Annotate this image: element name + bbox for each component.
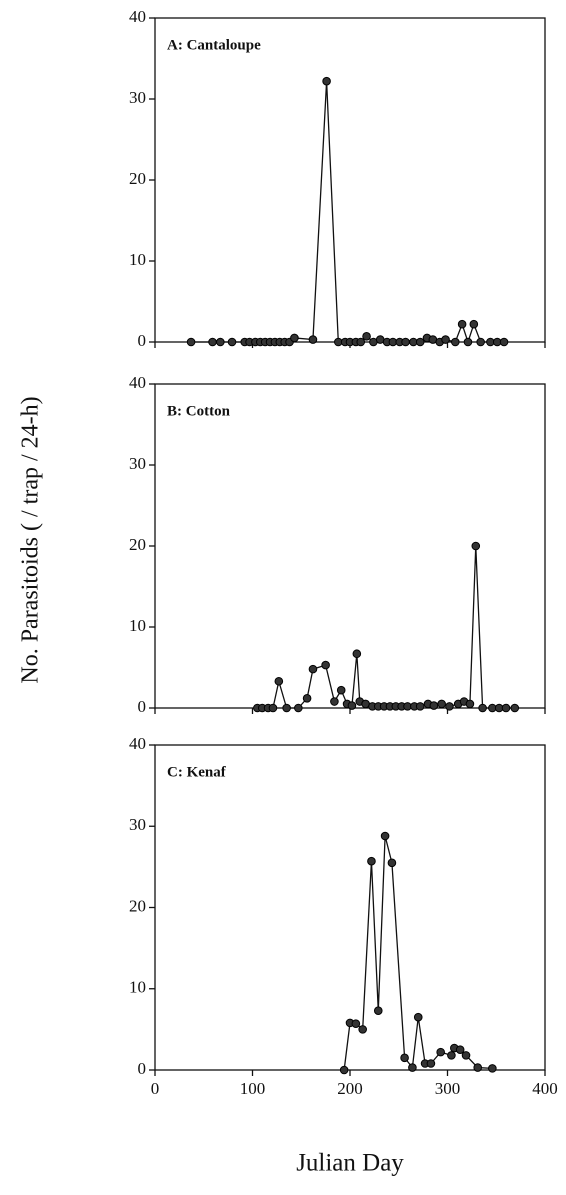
data-point <box>415 337 425 347</box>
x-tick-label: 400 <box>532 1079 558 1098</box>
data-point <box>321 660 330 670</box>
data-point <box>322 76 331 86</box>
data-point <box>415 702 425 711</box>
panel-title: B: Cotton <box>167 403 231 419</box>
data-point <box>501 703 511 713</box>
data-line <box>257 545 515 709</box>
y-tick-label: 40 <box>129 373 146 392</box>
x-tick-label: 100 <box>240 1079 266 1098</box>
panel-title: C: Kenaf <box>167 764 227 780</box>
y-tick-label: 20 <box>129 169 146 188</box>
y-tick-label: 20 <box>129 896 146 915</box>
data-point <box>356 337 366 347</box>
data-point <box>330 697 339 706</box>
data-point <box>488 1064 497 1073</box>
data-point <box>478 703 487 713</box>
data-point <box>471 541 481 551</box>
x-tick-label: 200 <box>337 1079 363 1098</box>
data-point <box>400 1053 409 1063</box>
data-point <box>437 699 446 709</box>
x-tick-label: 0 <box>151 1079 160 1098</box>
data-point <box>186 337 196 347</box>
data-point <box>352 649 362 659</box>
data-point <box>308 335 318 344</box>
data-point <box>387 858 397 868</box>
data-point <box>429 701 439 710</box>
data-point <box>373 1006 383 1015</box>
data-point <box>408 1063 417 1072</box>
data-point <box>274 676 284 686</box>
y-tick-label: 0 <box>138 1059 147 1078</box>
data-point <box>473 1063 483 1072</box>
data-point <box>447 1051 456 1060</box>
data-point <box>358 1025 367 1034</box>
data-point <box>445 702 454 711</box>
y-tick-label: 30 <box>129 454 146 473</box>
plot-frame <box>154 383 546 709</box>
y-tick-label: 40 <box>129 7 146 26</box>
data-point <box>451 337 460 347</box>
data-point <box>457 319 467 329</box>
y-tick-label: 10 <box>129 250 146 269</box>
y-tick-label: 30 <box>129 815 146 834</box>
y-tick-label: 20 <box>129 535 146 554</box>
data-point <box>401 337 410 347</box>
data-point <box>436 1047 445 1057</box>
data-point <box>227 337 237 347</box>
data-point <box>441 335 450 344</box>
data-point <box>308 664 318 674</box>
y-tick-label: 40 <box>129 734 146 753</box>
data-point <box>455 1045 465 1054</box>
y-tick-label: 10 <box>129 978 146 997</box>
data-point <box>426 1059 436 1068</box>
data-point <box>510 703 520 713</box>
data-point <box>461 1051 471 1060</box>
data-line <box>191 81 505 345</box>
data-point <box>339 1065 349 1075</box>
data-point <box>336 685 346 695</box>
data-point <box>347 701 357 710</box>
y-tick-label: 10 <box>129 616 146 635</box>
data-point <box>499 337 509 347</box>
plot-frame <box>154 17 546 343</box>
panel-title: A: Cantaloupe <box>167 37 261 53</box>
data-point <box>216 337 225 347</box>
data-line <box>343 835 493 1071</box>
y-tick-label: 0 <box>138 697 147 716</box>
x-axis-label: Julian Day <box>296 1150 404 1177</box>
data-point <box>290 333 299 343</box>
data-point <box>362 332 371 341</box>
data-point <box>351 1019 361 1028</box>
y-tick-label: 30 <box>129 88 146 107</box>
data-point <box>208 337 217 347</box>
data-point <box>268 703 278 713</box>
x-tick-label: 300 <box>435 1079 461 1098</box>
data-point <box>282 703 291 713</box>
y-axis-label: No. Parasitoids ( / trap / 24-h) <box>18 396 44 683</box>
data-point <box>469 319 479 329</box>
data-point <box>380 831 390 841</box>
data-point <box>367 856 376 866</box>
data-point <box>302 693 312 703</box>
data-point <box>413 1012 423 1022</box>
data-point <box>465 699 475 709</box>
data-point <box>463 337 473 347</box>
y-tick-label: 0 <box>138 331 147 350</box>
data-point <box>294 703 303 713</box>
data-point <box>476 337 485 347</box>
